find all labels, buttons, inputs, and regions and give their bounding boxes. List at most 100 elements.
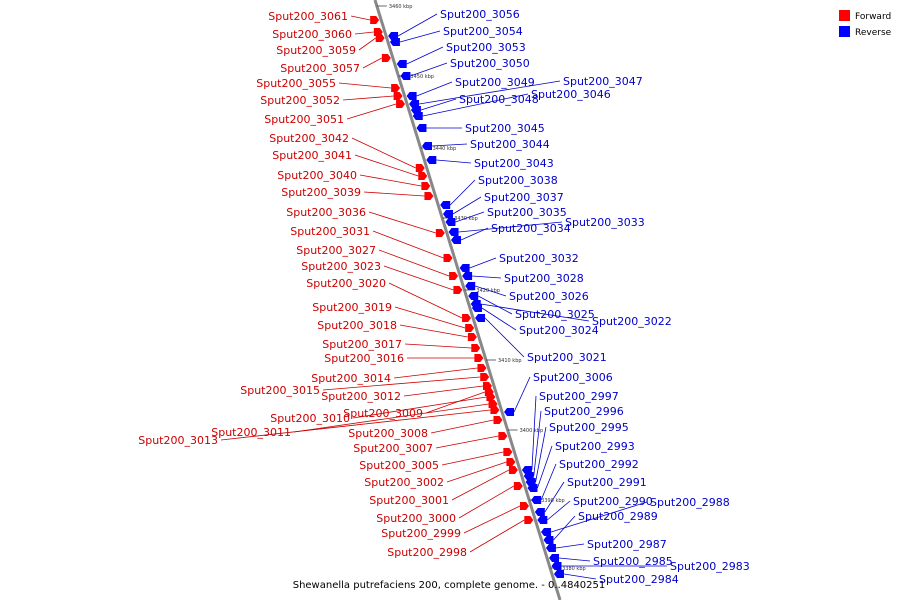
reverse-gene-label: Sput200_3026 bbox=[509, 290, 589, 303]
reverse-gene-label: Sput200_3043 bbox=[474, 157, 554, 170]
reverse-gene-label: Sput200_3050 bbox=[450, 57, 530, 70]
forward-gene-label: Sput200_3000 bbox=[376, 512, 456, 525]
reverse-gene-feature bbox=[475, 314, 486, 322]
reverse-gene-feature bbox=[549, 554, 560, 562]
reverse-gene-label: Sput200_3038 bbox=[478, 174, 558, 187]
forward-gene-feature bbox=[467, 333, 477, 341]
forward-gene-label: Sput200_3013 bbox=[138, 434, 218, 447]
forward-gene-label: Sput200_3055 bbox=[256, 77, 336, 90]
reverse-gene-label: Sput200_3045 bbox=[465, 122, 545, 135]
forward-gene-label: Sput200_3009 bbox=[343, 407, 423, 420]
forward-gene-feature bbox=[391, 84, 401, 92]
forward-gene-leader bbox=[354, 31, 374, 35]
reverse-gene-feature bbox=[504, 408, 515, 416]
forward-gene-feature bbox=[421, 182, 431, 190]
reverse-gene-label: Sput200_2983 bbox=[670, 560, 750, 573]
reverse-gene-leader bbox=[475, 285, 507, 297]
forward-gene-leader bbox=[451, 469, 510, 501]
reverse-gene-label: Sput200_2989 bbox=[578, 510, 658, 523]
reverse-gene-leader bbox=[531, 395, 537, 471]
reverse-gene-leader bbox=[535, 426, 547, 483]
forward-gene-label: Sput200_3016 bbox=[324, 352, 404, 365]
forward-gene-label: Sput200_3010 bbox=[270, 412, 350, 425]
forward-gene-label: Sput200_3057 bbox=[280, 62, 360, 75]
reverse-gene-leader bbox=[460, 227, 489, 241]
forward-gene-feature bbox=[486, 393, 496, 401]
reverse-gene-leader bbox=[449, 179, 476, 206]
reverse-gene-leader bbox=[537, 445, 553, 489]
forward-gene-feature bbox=[415, 164, 425, 172]
legend: Forward Reverse bbox=[839, 10, 892, 38]
reverse-gene-feature bbox=[459, 264, 470, 272]
tick-label: 3410 kbp bbox=[498, 358, 522, 364]
forward-gene-label: Sput200_3051 bbox=[264, 113, 344, 126]
reverse-gene-label: Sput200_3035 bbox=[487, 206, 567, 219]
forward-gene-leader bbox=[359, 174, 422, 187]
forward-gene-leader bbox=[363, 191, 425, 197]
forward-gene-feature bbox=[393, 92, 403, 100]
reverse-gene-leader bbox=[550, 501, 648, 533]
forward-gene-leader bbox=[463, 505, 521, 534]
reverse-gene-feature bbox=[531, 496, 542, 504]
forward-gene-label: Sput200_3007 bbox=[353, 442, 433, 455]
forward-gene-feature bbox=[519, 502, 529, 510]
reverse-gene-feature bbox=[541, 528, 552, 536]
forward-gene-leader bbox=[346, 103, 397, 120]
forward-gene-leader bbox=[351, 137, 416, 169]
reverse-gene-feature bbox=[468, 292, 479, 300]
forward-gene-feature bbox=[506, 458, 516, 466]
reverse-gene-feature bbox=[412, 112, 423, 120]
forward-gene-feature bbox=[370, 16, 380, 24]
forward-gene-leader bbox=[378, 249, 450, 277]
forward-gene-leader bbox=[430, 419, 494, 434]
reverse-gene-feature bbox=[445, 218, 456, 226]
forward-gene-label: Sput200_3036 bbox=[286, 206, 366, 219]
forward-gene-leader bbox=[293, 403, 489, 433]
forward-gene-feature bbox=[480, 373, 490, 381]
forward-gene-label: Sput200_3027 bbox=[296, 244, 376, 257]
reverse-gene-feature bbox=[553, 570, 564, 578]
forward-gene-label: Sput200_3059 bbox=[276, 44, 356, 57]
forward-gene-label: Sput200_3019 bbox=[312, 301, 392, 314]
forward-gene-leader bbox=[383, 265, 454, 291]
reverse-gene-leader bbox=[469, 257, 497, 269]
forward-gene-label: Sput200_3005 bbox=[359, 459, 439, 472]
reverse-gene-feature bbox=[545, 544, 556, 552]
reverse-gene-leader bbox=[480, 303, 590, 322]
forward-gene-leader bbox=[372, 230, 444, 259]
reverse-gene-leader bbox=[553, 515, 576, 541]
legend-reverse-label: Reverse bbox=[855, 28, 892, 38]
reverse-gene-leader bbox=[558, 557, 591, 562]
reverse-gene-leader bbox=[431, 143, 468, 147]
forward-gene-leader bbox=[441, 451, 504, 466]
reverse-gene-leader bbox=[420, 98, 457, 111]
reverse-gene-label: Sput200_3034 bbox=[491, 222, 571, 235]
reverse-gene-label: Sput200_2996 bbox=[544, 405, 624, 418]
legend-forward-label: Forward bbox=[855, 12, 891, 22]
forward-gene-leader bbox=[358, 37, 376, 51]
forward-gene-label: Sput200_3012 bbox=[321, 390, 401, 403]
reverse-gene-leader bbox=[481, 307, 517, 331]
reverse-gene-feature bbox=[400, 72, 411, 80]
forward-gene-leader bbox=[469, 519, 525, 553]
reverse-gene-feature bbox=[537, 516, 548, 524]
forward-gene-feature bbox=[396, 100, 406, 108]
reverse-gene-label: Sput200_2990 bbox=[573, 495, 653, 508]
reverse-gene-leader bbox=[478, 295, 513, 315]
forward-gene-label: Sput200_2998 bbox=[387, 546, 467, 559]
forward-gene-leader bbox=[362, 57, 383, 69]
forward-gene-leader bbox=[458, 485, 515, 519]
reverse-gene-leader bbox=[484, 317, 525, 358]
genome-caption: Shewanella putrefaciens 200, complete ge… bbox=[293, 580, 606, 591]
reverse-gene-label: Sput200_3056 bbox=[440, 8, 520, 21]
label-leaders bbox=[220, 13, 667, 580]
forward-gene-feature bbox=[418, 172, 428, 180]
forward-gene-feature bbox=[493, 416, 503, 424]
reverse-gene-label: Sput200_2992 bbox=[559, 458, 639, 471]
reverse-gene-leader bbox=[555, 543, 585, 549]
forward-gene-leader bbox=[352, 396, 487, 419]
tick-label: 3460 kbp bbox=[389, 4, 413, 10]
forward-gene-label: Sput200_3061 bbox=[268, 10, 348, 23]
reverse-gene-label: Sput200_3048 bbox=[459, 93, 539, 106]
reverse-gene-label: Sput200_3047 bbox=[563, 75, 643, 88]
